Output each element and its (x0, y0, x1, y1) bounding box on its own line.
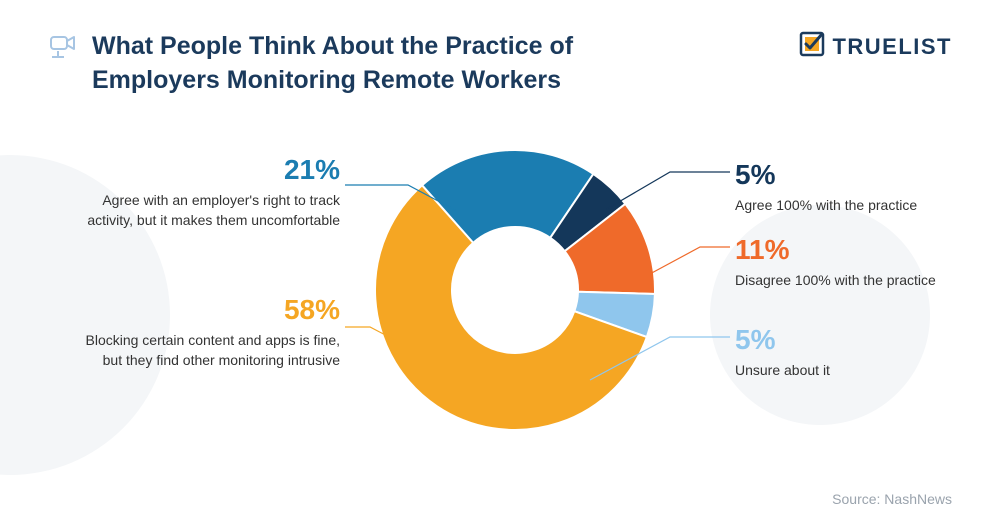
callout-desc: Agree 100% with the practice (735, 196, 945, 216)
page-title: What People Think About the Practice of … (92, 30, 672, 98)
callout-desc: Disagree 100% with the practice (735, 271, 945, 291)
donut-chart (370, 145, 660, 435)
callout-agree_100: 5%Agree 100% with the practice (735, 155, 945, 216)
callout-pct: 21% (75, 150, 340, 189)
leader-disagree_100 (648, 247, 730, 275)
callout-pct: 58% (75, 290, 340, 329)
callout-pct: 5% (735, 320, 945, 359)
logo: TRUELIST (798, 30, 952, 63)
callout-disagree_100: 11%Disagree 100% with the practice (735, 230, 945, 291)
logo-check-icon (798, 30, 826, 63)
callout-desc: Unsure about it (735, 361, 945, 381)
callout-agree_uncomfortable: 21%Agree with an employer's right to tra… (75, 150, 340, 230)
callout-desc: Agree with an employer's right to track … (75, 191, 340, 230)
title-block: What People Think About the Practice of … (48, 30, 672, 98)
source-text: Source: NashNews (832, 491, 952, 507)
logo-text: TRUELIST (832, 34, 952, 60)
chart-area: 21%Agree with an employer's right to tra… (0, 135, 1000, 475)
camera-icon (48, 32, 78, 67)
callout-desc: Blocking certain content and apps is fin… (75, 331, 340, 370)
callout-pct: 5% (735, 155, 945, 194)
callout-blocking_fine: 58%Blocking certain content and apps is … (75, 290, 340, 370)
callout-unsure: 5%Unsure about it (735, 320, 945, 381)
callout-pct: 11% (735, 230, 945, 269)
